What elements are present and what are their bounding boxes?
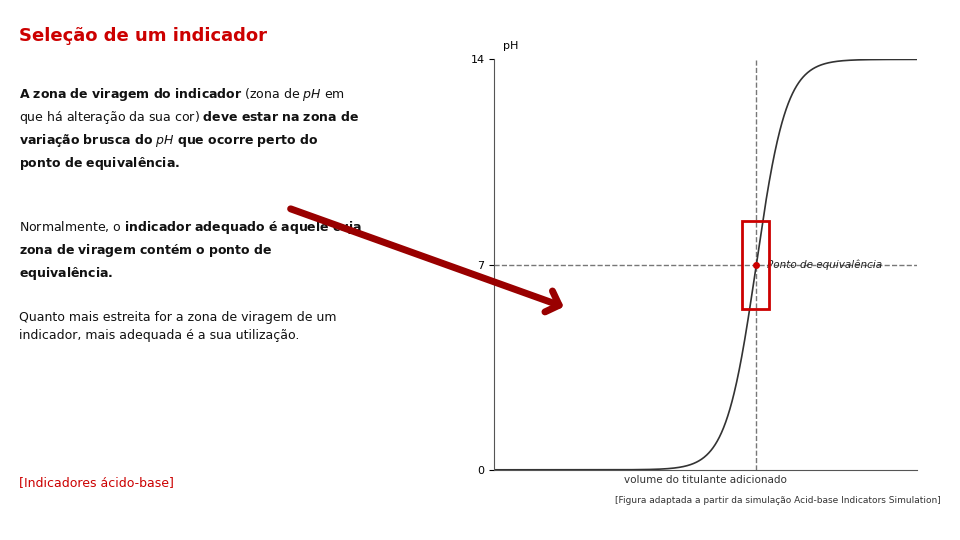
Text: [Indicadores ácido-base]: [Indicadores ácido-base] <box>19 476 174 489</box>
Text: Seleção de um indicador: Seleção de um indicador <box>19 27 267 45</box>
Text: Titulação ácido-base: Titulação ácido-base <box>10 521 125 531</box>
Text: 18: 18 <box>936 521 950 531</box>
Text: Normalmente, o $\mathbf{indicador\ adequado\ é\ aquele\ cuja}$
$\mathbf{zona\ de: Normalmente, o $\mathbf{indicador\ adequ… <box>19 219 363 282</box>
Text: Ponto de equivalência: Ponto de equivalência <box>767 259 882 270</box>
Text: $\mathbf{A\ zona\ de\ viragem\ do\ indicador}$ (zona de $pH$ em
que há alteração: $\mathbf{A\ zona\ de\ viragem\ do\ indic… <box>19 86 359 172</box>
Bar <box>741 221 769 308</box>
X-axis label: volume do titulante adicionado: volume do titulante adicionado <box>624 475 787 485</box>
Text: [Figura adaptada a partir da simulação Acid-base Indicators Simulation]: [Figura adaptada a partir da simulação A… <box>615 496 941 505</box>
Text: Quanto mais estreita for a zona de viragem de um
indicador, mais adequada é a su: Quanto mais estreita for a zona de virag… <box>19 310 337 341</box>
Text: pH: pH <box>503 41 518 51</box>
